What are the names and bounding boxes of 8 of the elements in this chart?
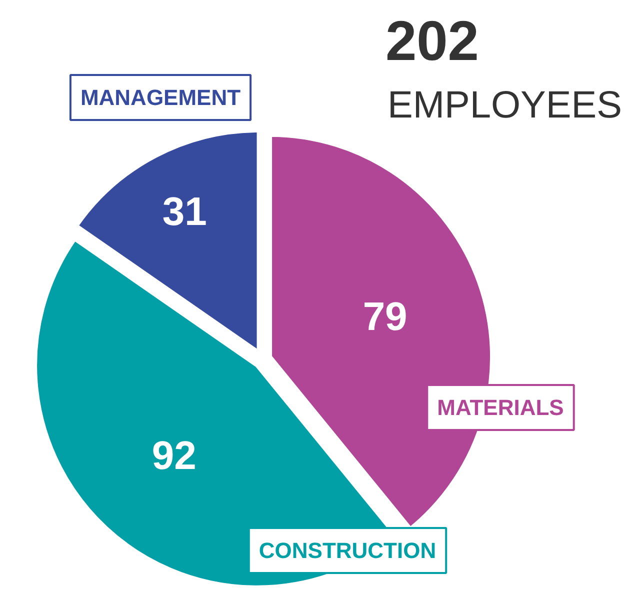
data-label: 92 — [152, 434, 196, 478]
slice-label: CONSTRUCTION — [258, 538, 436, 563]
slice-label: MATERIALS — [437, 395, 564, 420]
data-label: 31 — [162, 190, 207, 234]
slice-label: MANAGEMENT — [80, 85, 242, 110]
chart-title: 202 — [386, 9, 479, 72]
chart-subtitle: EMPLOYEES — [388, 84, 622, 126]
data-label: 79 — [362, 294, 408, 339]
